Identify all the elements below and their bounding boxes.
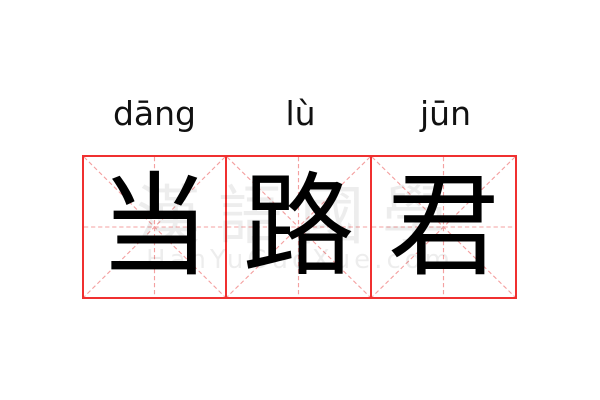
pinyin-1: dāng (112, 94, 197, 133)
character-cell-3: 君 (372, 155, 517, 299)
character: 路 (242, 162, 355, 292)
character-cell-1: 当 (82, 155, 227, 299)
character-cell-2: 路 (227, 155, 372, 299)
character-grid: 当 路 君 (82, 155, 518, 299)
pinyin-3: jūn (420, 94, 471, 133)
pinyin-2: lù (285, 94, 316, 133)
grid-guides (227, 157, 370, 297)
character: 君 (387, 162, 500, 292)
grid-guides (372, 157, 515, 297)
character: 当 (98, 162, 211, 292)
grid-guides (84, 157, 225, 297)
